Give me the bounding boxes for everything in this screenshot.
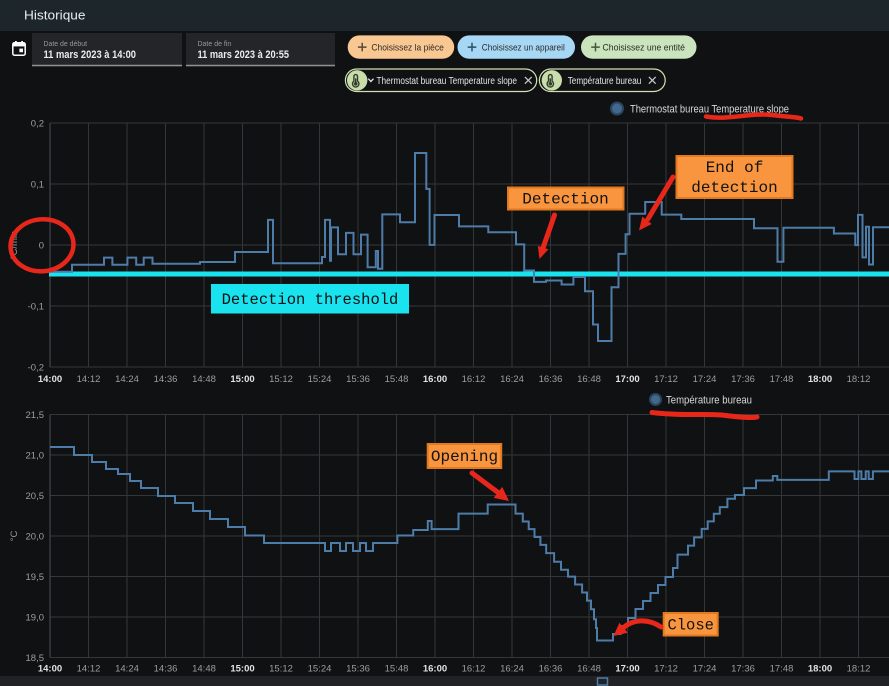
svg-text:18:12: 18:12 [847, 664, 871, 675]
svg-text:21,5: 21,5 [26, 410, 45, 421]
svg-text:16:36: 16:36 [539, 374, 563, 385]
svg-text:14:24: 14:24 [115, 664, 139, 675]
svg-text:17:00: 17:00 [615, 374, 639, 385]
svg-text:Choisissez une entité: Choisissez une entité [603, 43, 686, 54]
svg-text:15:24: 15:24 [308, 374, 332, 385]
svg-text:16:24: 16:24 [500, 374, 524, 385]
svg-text:16:48: 16:48 [577, 664, 601, 675]
svg-text:14:12: 14:12 [77, 664, 101, 675]
svg-text:-0,1: -0,1 [28, 301, 44, 312]
svg-text:15:48: 15:48 [385, 664, 409, 675]
svg-text:Detection threshold: Detection threshold [222, 291, 399, 309]
svg-text:18:12: 18:12 [847, 374, 871, 385]
svg-text:Opening: Opening [431, 448, 498, 466]
svg-text:21,0: 21,0 [26, 450, 45, 461]
svg-text:14:12: 14:12 [77, 374, 101, 385]
svg-text:15:36: 15:36 [346, 374, 370, 385]
svg-text:Choisissez un appareil: Choisissez un appareil [482, 43, 565, 54]
svg-text:15:12: 15:12 [269, 664, 293, 675]
svg-text:17:48: 17:48 [770, 374, 794, 385]
svg-text:16:00: 16:00 [423, 374, 447, 385]
svg-text:15:24: 15:24 [308, 664, 332, 675]
svg-text:14:48: 14:48 [192, 374, 216, 385]
svg-text:20,0: 20,0 [26, 531, 45, 542]
svg-text:Detection: Detection [522, 191, 608, 209]
svg-text:15:12: 15:12 [269, 374, 293, 385]
svg-text:18:00: 18:00 [808, 664, 832, 675]
svg-text:Date de début: Date de début [44, 39, 88, 48]
svg-text:15:00: 15:00 [230, 664, 254, 675]
svg-text:11 mars 2023 à 14:00: 11 mars 2023 à 14:00 [44, 49, 137, 61]
svg-text:11 mars 2023 à 20:55: 11 mars 2023 à 20:55 [198, 49, 290, 61]
svg-text:19,5: 19,5 [26, 572, 45, 583]
svg-text:-0,2: -0,2 [28, 362, 44, 373]
svg-text:17:36: 17:36 [731, 374, 755, 385]
svg-text:14:00: 14:00 [38, 374, 62, 385]
svg-text:17:12: 17:12 [654, 374, 678, 385]
svg-text:Date de fin: Date de fin [198, 39, 232, 48]
svg-text:17:12: 17:12 [654, 664, 678, 675]
svg-text:14:24: 14:24 [115, 374, 139, 385]
svg-text:17:36: 17:36 [731, 664, 755, 675]
svg-text:17:24: 17:24 [693, 374, 717, 385]
svg-text:End of: End of [706, 159, 764, 177]
svg-text:0,2: 0,2 [31, 118, 44, 129]
svg-text:14:48: 14:48 [192, 664, 216, 675]
svg-text:Historique: Historique [24, 8, 86, 23]
svg-text:16:12: 16:12 [462, 374, 486, 385]
svg-text:16:36: 16:36 [539, 664, 563, 675]
svg-text:16:00: 16:00 [423, 664, 447, 675]
svg-text:16:12: 16:12 [462, 664, 486, 675]
svg-text:19,0: 19,0 [26, 612, 45, 623]
svg-text:17:24: 17:24 [693, 664, 717, 675]
svg-text:18:00: 18:00 [808, 374, 832, 385]
svg-text:Thermostat bureau Temperature: Thermostat bureau Temperature slope [630, 104, 789, 116]
svg-text:14:36: 14:36 [154, 664, 178, 675]
svg-text:Température bureau: Température bureau [568, 76, 642, 87]
svg-text:15:36: 15:36 [346, 664, 370, 675]
svg-text:Thermostat bureau Temperature: Thermostat bureau Temperature slope [377, 76, 518, 87]
svg-text:17:00: 17:00 [615, 664, 639, 675]
svg-text:16:48: 16:48 [577, 374, 601, 385]
svg-text:18,5: 18,5 [26, 653, 45, 664]
svg-text:0: 0 [39, 240, 44, 251]
svg-text:16:24: 16:24 [500, 664, 524, 675]
svg-text:detection: detection [691, 179, 777, 197]
svg-text:°C: °C [9, 531, 20, 542]
svg-text:15:00: 15:00 [230, 374, 254, 385]
svg-text:20,5: 20,5 [26, 491, 45, 502]
svg-text:Choisissez la pièce: Choisissez la pièce [371, 43, 443, 54]
svg-text:°C/min: °C/min [9, 231, 20, 260]
svg-text:14:36: 14:36 [154, 374, 178, 385]
svg-text:15:48: 15:48 [385, 374, 409, 385]
svg-text:Température bureau: Température bureau [666, 395, 752, 407]
svg-text:0,1: 0,1 [31, 179, 44, 190]
svg-text:17:48: 17:48 [770, 664, 794, 675]
svg-text:Close: Close [667, 617, 714, 635]
svg-text:14:00: 14:00 [38, 664, 62, 675]
